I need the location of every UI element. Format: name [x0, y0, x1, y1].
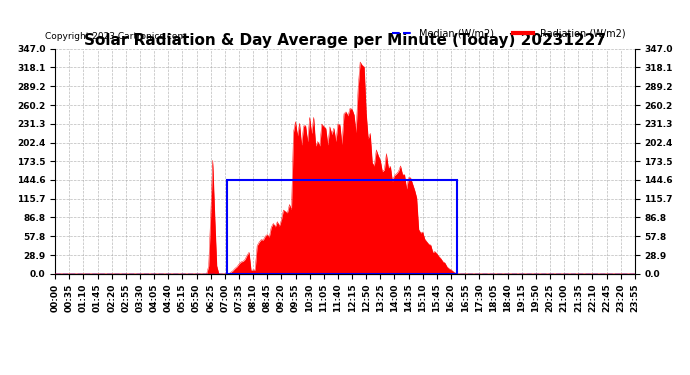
- Bar: [227, 180, 457, 274]
- Title: Solar Radiation & Day Average per Minute (Today) 20231227: Solar Radiation & Day Average per Minute…: [84, 33, 606, 48]
- Legend: Median (W/m2), Radiation (W/m2): Median (W/m2), Radiation (W/m2): [388, 24, 630, 42]
- Text: Copyright 2023 Cartronics.com: Copyright 2023 Cartronics.com: [45, 32, 186, 41]
